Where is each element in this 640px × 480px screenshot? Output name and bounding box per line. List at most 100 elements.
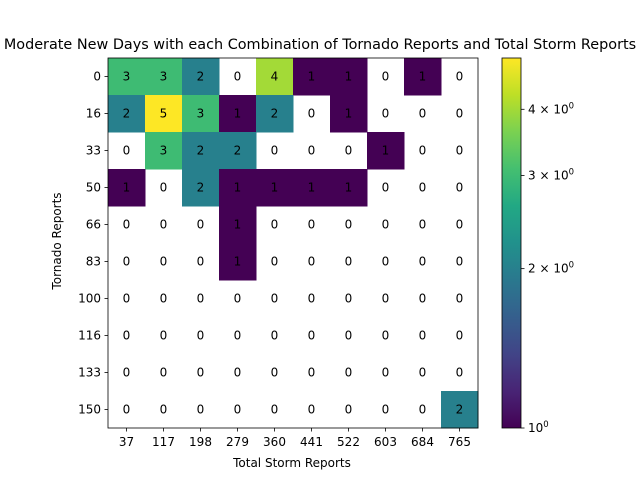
- cell-value-label: 0: [419, 255, 427, 269]
- cell-value-label: 1: [345, 70, 353, 84]
- cell-value-label: 0: [345, 366, 353, 380]
- heatmap-cell: [256, 169, 294, 207]
- cell-value-label: 3: [160, 144, 168, 158]
- cell-value-label: 0: [382, 292, 390, 306]
- cell-value-label: 0: [160, 218, 168, 232]
- cell-value-label: 0: [271, 329, 279, 343]
- cell-value-label: 0: [308, 292, 316, 306]
- cell-value-label: 0: [456, 292, 464, 306]
- cell-value-label: 0: [382, 181, 390, 195]
- x-axis-label: Total Storm Reports: [232, 456, 351, 470]
- heatmap-cell: [441, 391, 479, 429]
- cell-value-label: 0: [382, 107, 390, 121]
- cell-value-label: 1: [382, 144, 390, 158]
- x-tick-label: 765: [448, 435, 471, 449]
- y-tick-label: 83: [86, 255, 101, 269]
- y-tick-label: 116: [78, 329, 101, 343]
- cell-value-label: 0: [197, 255, 205, 269]
- heatmap-cell: [404, 58, 442, 96]
- cell-value-label: 0: [308, 107, 316, 121]
- cell-value-label: 0: [234, 366, 242, 380]
- cell-value-label: 0: [308, 403, 316, 417]
- cell-value-label: 2: [197, 181, 205, 195]
- cell-value-label: 0: [197, 329, 205, 343]
- cell-value-label: 2: [197, 144, 205, 158]
- cell-value-label: 0: [271, 366, 279, 380]
- x-tick-label: 441: [300, 435, 323, 449]
- cell-value-label: 1: [123, 181, 131, 195]
- y-tick-label: 66: [86, 218, 101, 232]
- cell-value-label: 0: [197, 218, 205, 232]
- cell-value-label: 0: [456, 366, 464, 380]
- cell-value-label: 1: [308, 181, 316, 195]
- heatmap-cell: [108, 95, 146, 133]
- cell-value-label: 0: [271, 292, 279, 306]
- colorbar-tick-label: 4 × 100: [528, 101, 574, 116]
- cell-value-label: 2: [456, 403, 464, 417]
- cell-value-label: 1: [234, 218, 242, 232]
- cell-value-label: 0: [456, 107, 464, 121]
- cell-value-label: 2: [234, 144, 242, 158]
- cell-value-label: 0: [382, 255, 390, 269]
- cell-value-label: 0: [123, 403, 131, 417]
- cell-value-label: 1: [234, 181, 242, 195]
- cell-value-label: 4: [271, 70, 279, 84]
- heatmap-cell: [293, 58, 331, 96]
- cell-value-label: 0: [308, 218, 316, 232]
- cell-value-label: 0: [123, 144, 131, 158]
- colorbar: [501, 57, 522, 429]
- cell-value-label: 0: [160, 181, 168, 195]
- cell-value-label: 0: [197, 403, 205, 417]
- heatmap-cell: [182, 132, 220, 170]
- plot-frame: [107, 57, 479, 429]
- heatmap-cell: [108, 58, 146, 96]
- x-tick-label: 603: [374, 435, 397, 449]
- x-tick-label: 684: [411, 435, 434, 449]
- cell-value-label: 0: [234, 329, 242, 343]
- cell-value-label: 3: [123, 70, 131, 84]
- cell-value-label: 0: [160, 403, 168, 417]
- cell-value-label: 0: [308, 366, 316, 380]
- cell-value-label: 0: [456, 181, 464, 195]
- cell-value-label: 0: [456, 218, 464, 232]
- heatmap-cell: [367, 132, 405, 170]
- cell-value-label: 0: [123, 329, 131, 343]
- cell-value-label: 0: [345, 255, 353, 269]
- cell-value-label: 0: [160, 255, 168, 269]
- cell-value-label: 0: [308, 255, 316, 269]
- cell-value-label: 0: [456, 329, 464, 343]
- heatmap-cell: [219, 243, 257, 281]
- cell-value-label: 0: [382, 218, 390, 232]
- heatmap-cell: [145, 95, 183, 133]
- x-tick-label: 279: [226, 435, 249, 449]
- cell-value-label: 0: [419, 144, 427, 158]
- y-tick-label: 33: [86, 144, 101, 158]
- cell-value-label: 0: [160, 329, 168, 343]
- cell-value-label: 0: [271, 144, 279, 158]
- cell-value-label: 0: [456, 70, 464, 84]
- colorbar-tick-label: 3 × 100: [528, 167, 574, 182]
- heatmap-cell: [330, 169, 368, 207]
- cell-value-label: 0: [271, 403, 279, 417]
- heatmap-cell: [256, 58, 294, 96]
- heatmap-cell: [256, 95, 294, 133]
- cell-value-label: 0: [382, 329, 390, 343]
- cell-value-label: 0: [419, 292, 427, 306]
- y-axis-ticks: 0 16 33 50 66 83 100 116 133 150: [78, 70, 108, 417]
- cell-value-label: 0: [308, 329, 316, 343]
- cell-value-label: 0: [419, 366, 427, 380]
- y-tick-label: 100: [78, 292, 101, 306]
- cell-value-label: 2: [123, 107, 131, 121]
- heatmap-cell: [182, 169, 220, 207]
- x-tick-label: 37: [119, 435, 134, 449]
- cell-value-label: 0: [345, 218, 353, 232]
- cell-value-label: 0: [419, 329, 427, 343]
- cell-value-label: 2: [197, 70, 205, 84]
- cell-value-label: 1: [271, 181, 279, 195]
- cell-value-label: 0: [234, 403, 242, 417]
- cell-value-label: 0: [271, 218, 279, 232]
- cell-value-label: 0: [123, 366, 131, 380]
- y-tick-label: 150: [78, 403, 101, 417]
